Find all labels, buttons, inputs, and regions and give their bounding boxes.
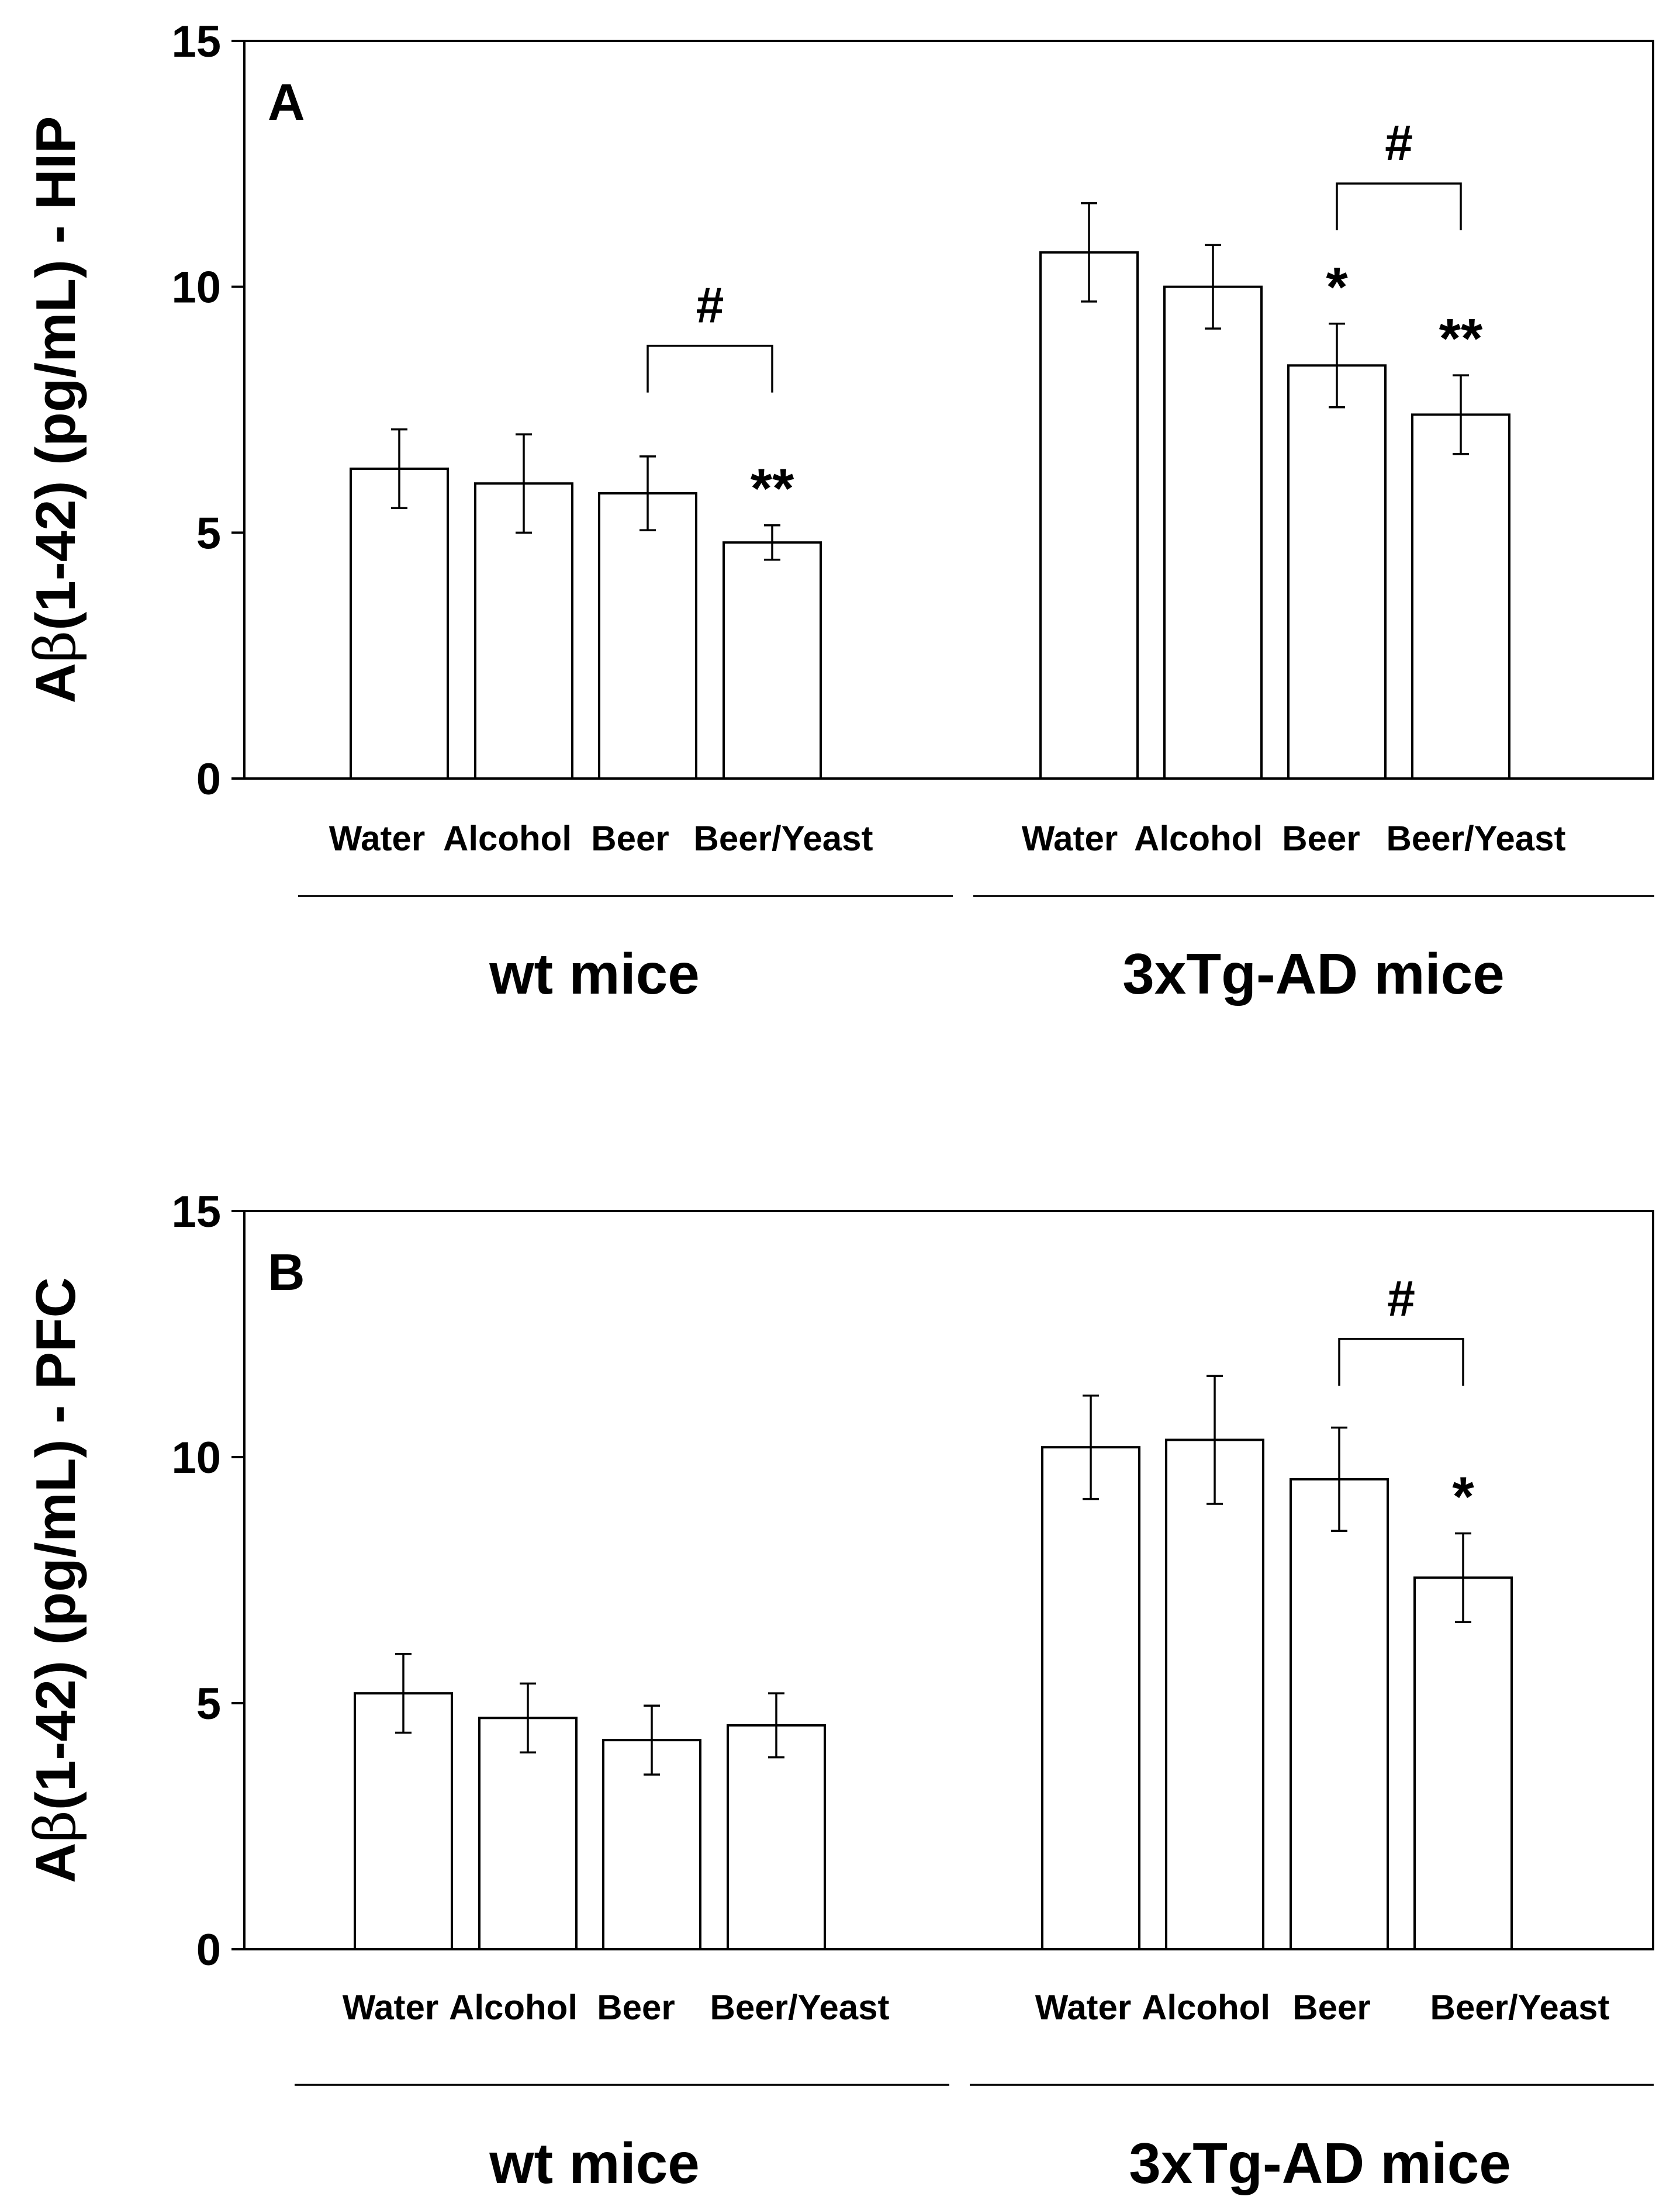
category-label: Alcohol	[1134, 819, 1263, 858]
y-tick-label: 15	[171, 1187, 221, 1237]
comparison-bracket	[1338, 1338, 1464, 1386]
y-tick-label: 5	[196, 508, 221, 558]
bar	[1413, 1576, 1513, 1951]
y-tick-label: 0	[196, 1925, 221, 1975]
category-label: Beer	[591, 819, 669, 858]
category-label: Alcohol	[449, 1988, 578, 2027]
category-label: Beer/Yeast	[1430, 1988, 1610, 2027]
bar	[478, 1717, 578, 1950]
plot-frame	[243, 1210, 1654, 1950]
significance-marker: **	[751, 458, 794, 520]
y-axis-label-suffix: (1-42) (pg/mL) - PFC	[25, 1277, 87, 1810]
y-axis-label: Aβ(1-42) (pg/mL) - HIP	[23, 116, 88, 704]
y-tick-label: 15	[171, 17, 221, 67]
y-axis-label-suffix: (1-42) (pg/mL) - HIP	[25, 116, 87, 631]
group-label: wt mice	[489, 2131, 699, 2195]
plot-frame	[243, 40, 1654, 780]
category-label: Beer/Yeast	[710, 1988, 890, 2027]
comparison-bracket	[1336, 182, 1462, 230]
bracket-label: #	[1385, 115, 1413, 171]
y-axis-label-prefix: A	[25, 663, 87, 703]
category-label: Beer	[1292, 1988, 1370, 2027]
bar	[1411, 413, 1510, 780]
panel-label: B	[268, 1243, 305, 1301]
significance-marker: *	[1452, 1466, 1474, 1528]
category-label: Alcohol	[1142, 1988, 1270, 2027]
bracket-label: #	[1387, 1271, 1415, 1327]
category-label: Beer	[1282, 819, 1360, 858]
y-tick-label: 10	[171, 1433, 221, 1483]
bar	[1287, 364, 1387, 780]
group-wt: Water Alcohol Beer Beer/Yeast wt mice	[295, 1653, 949, 2195]
category-label: Water	[343, 1988, 438, 2027]
category-label: Beer/Yeast	[694, 819, 873, 858]
y-tick-label: 5	[196, 1679, 221, 1729]
y-axis-label-prefix: A	[25, 1843, 87, 1883]
panel-label: A	[268, 73, 305, 131]
bar	[1165, 1438, 1264, 1950]
bar	[1041, 1446, 1140, 1950]
category-label: Beer	[597, 1988, 675, 2027]
group-3xtg: Water Alcohol Beer * Beer/Yeast #3xTg-AD mice	[970, 1271, 1654, 2195]
category-label: Water	[1022, 819, 1118, 858]
group-label: 3xTg-AD mice	[1122, 942, 1505, 1006]
category-label: Water	[329, 819, 425, 858]
bar	[727, 1724, 826, 1950]
y-tick-label: 10	[171, 263, 221, 313]
comparison-bracket	[647, 344, 773, 393]
significance-marker: **	[1439, 307, 1483, 370]
y-axis-label-beta: β	[23, 1810, 88, 1843]
significance-marker: *	[1326, 256, 1348, 319]
bar	[598, 492, 697, 780]
bar	[350, 467, 449, 780]
panel-b: 0 5 10 15 Aβ(1-42) (pg/mL) - PFC B Water Alcoho…	[23, 1187, 1654, 2195]
group-label: 3xTg-AD mice	[1129, 2131, 1511, 2195]
bar	[1290, 1478, 1389, 1950]
group-3xtg: Water Alcohol * Beer ** Beer/Yeast #3xTg-AD mi…	[973, 115, 1654, 1006]
category-label: Water	[1035, 1988, 1131, 2027]
y-axis-label-beta: β	[23, 631, 88, 663]
bar	[1163, 285, 1263, 780]
bar	[1039, 251, 1139, 780]
category-label: Alcohol	[443, 819, 572, 858]
y-axis-label: Aβ(1-42) (pg/mL) - PFC	[23, 1277, 88, 1883]
group-wt: Water Alcohol Beer ** Beer/Yeast # wt mice	[298, 278, 953, 1006]
group-label: wt mice	[489, 942, 699, 1006]
category-label: Beer/Yeast	[1387, 819, 1566, 858]
bar	[723, 541, 822, 780]
bracket-label: #	[696, 278, 724, 334]
y-tick-label: 0	[196, 755, 221, 804]
